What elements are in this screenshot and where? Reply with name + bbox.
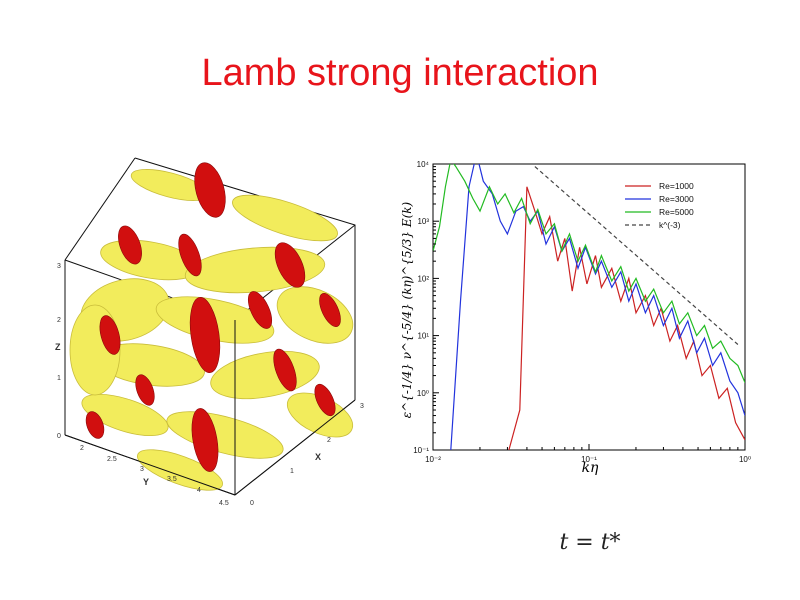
x-tick: 3 [360,403,364,410]
y-tick-label: 10² [417,274,429,283]
y-tick-label: 10⁻¹ [413,446,429,455]
cube-front-edges [64,320,356,496]
x-tick-label: 10⁰ [739,455,751,464]
legend-label: k^(-3) [659,220,681,230]
y-tick: 4 [197,487,201,494]
chart-legend: Re=1000 Re=3000 Re=5000 k^(-3) [625,181,694,230]
y-tick: 3 [140,466,144,473]
series-line-re-3000 [450,164,745,450]
z-tick: 3 [57,263,61,270]
x-tick: 2 [327,437,331,444]
y-tick: 2.5 [107,456,117,463]
chart-axes [432,163,746,451]
legend-label: Re=3000 [659,194,694,204]
y-axis-label: ε^{-1/4} ν^{-5/4} (kη)^{5/3} E(k) [400,201,414,418]
legend-label: Re=1000 [659,181,694,191]
z-axis-label: Z [55,342,61,352]
x-axis-label: kη [582,460,599,476]
x-tick-label: 10⁻¹ [581,455,597,464]
y-axis-label: Y [143,477,149,487]
x-axis-label: X [315,452,321,462]
y-tick: 2 [80,445,84,452]
y-tick-label: 10¹ [417,332,429,341]
series-line-re-1000 [508,186,745,450]
z-tick: 0 [57,433,61,440]
y-tick-label: 10⁴ [417,160,430,169]
y-tick: 4.5 [219,500,229,507]
x-tick-label: 10⁻² [425,455,441,464]
spectrum-chart: 10⁻¹ 10⁰ 10¹ 10² 10³ 10⁴ 10⁻² 10⁻¹ 10⁰ kη ε^{-1/… [385,150,765,480]
isosurface-cube-figure: 0 1 2 3 2 2.5 3 3.5 4 4.5 0 1 2 3 Z Y X [55,150,385,520]
cube-axis-ticks: 0 1 2 3 2 2.5 3 3.5 4 4.5 0 1 2 3 [57,263,364,507]
isosurface-cube-svg: 0 1 2 3 2 2.5 3 3.5 4 4.5 0 1 2 3 Z Y X [55,157,364,507]
y-tick-label: 10⁰ [417,389,429,398]
cube-axis-labels: Z Y X [55,342,321,487]
x-tick: 0 [250,500,254,507]
legend-label: Re=5000 [659,207,694,217]
chart-series [433,164,745,450]
red-vortex-cores [85,162,341,472]
z-tick: 2 [57,317,61,324]
y-tick: 3.5 [167,476,177,483]
z-tick: 1 [57,375,61,382]
slide-title: Lamb strong interaction [201,52,599,94]
plot-frame [432,163,746,451]
time-caption: t = t* [559,530,621,555]
x-tick: 1 [290,468,294,475]
series-line-re-5000 [433,164,745,383]
y-tick-label: 10³ [417,217,429,226]
series-line-k-3- [534,166,739,345]
